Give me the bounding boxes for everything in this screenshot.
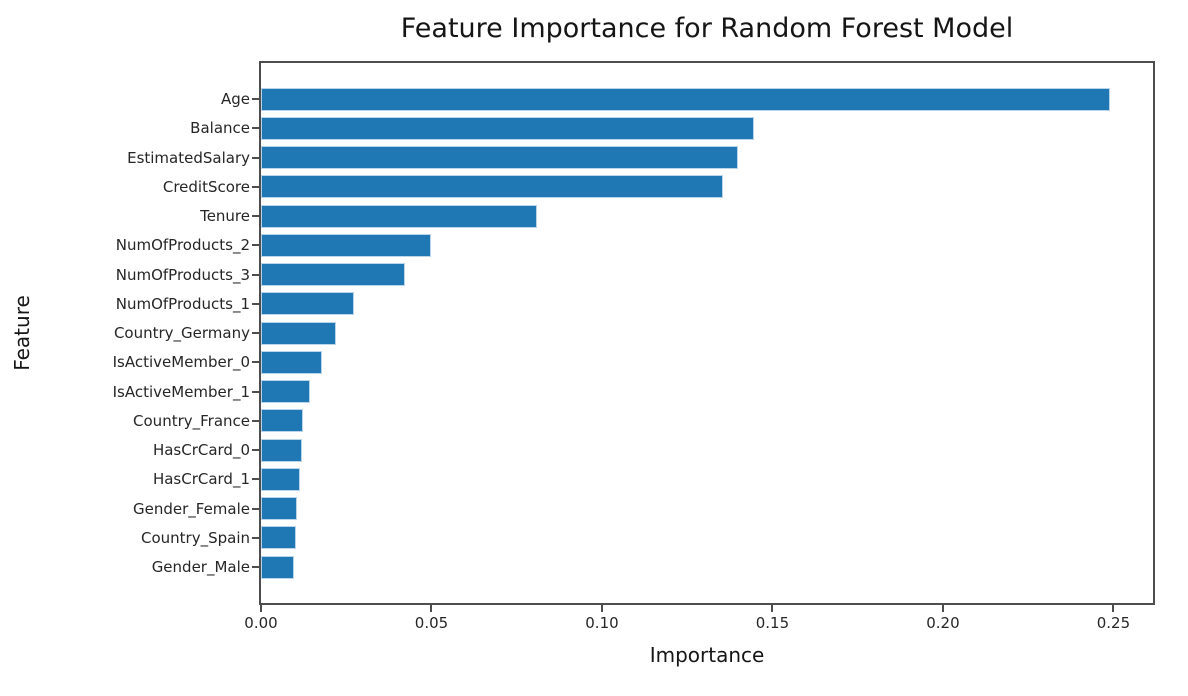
xtick-mark — [600, 605, 603, 612]
bar-NumOfProducts_1 — [261, 292, 355, 316]
bar-Country_Spain — [261, 526, 297, 550]
bar-IsActiveMember_1 — [261, 380, 311, 403]
ytick-label-Tenure: Tenure — [200, 207, 250, 225]
ytick-mark — [252, 566, 259, 568]
xtick-mark — [260, 605, 262, 612]
bar-Balance — [261, 116, 754, 140]
bar-Tenure — [261, 204, 538, 228]
ytick-label-Country_France: Country_France — [133, 411, 250, 430]
ytick-label-IsActiveMember_0: IsActiveMember_0 — [112, 353, 250, 372]
bar-Country_Germany — [261, 321, 336, 345]
ytick-label-Gender_Female: Gender_Female — [132, 499, 250, 518]
ytick-label-Country_Spain: Country_Spain — [141, 528, 250, 547]
bars-layer — [261, 63, 1153, 603]
ytick-mark — [252, 185, 259, 188]
ytick-mark — [252, 98, 259, 100]
ytick-mark — [252, 390, 259, 393]
xtick-mark — [430, 605, 433, 612]
xtick-label-0.20: 0.20 — [926, 614, 960, 632]
ytick-label-NumOfProducts_3: NumOfProducts_3 — [115, 265, 250, 284]
ytick-mark — [252, 536, 259, 539]
chart-title: Feature Importance for Random Forest Mod… — [400, 13, 1014, 44]
xtick-label-0.10: 0.10 — [585, 614, 619, 632]
bar-HasCrCard_1 — [261, 467, 300, 491]
ytick-mark — [252, 302, 259, 305]
xtick-label-0.15: 0.15 — [755, 614, 790, 632]
ytick-mark — [252, 419, 259, 422]
xtick-mark — [1112, 605, 1115, 612]
xtick-mark — [771, 605, 774, 612]
ytick-label-CreditScore: CreditScore — [162, 177, 250, 196]
ytick-label-NumOfProducts_2: NumOfProducts_2 — [115, 236, 250, 255]
x-axis-label: Importance — [649, 643, 765, 667]
ytick-label-HasCrCard_1: HasCrCard_1 — [152, 470, 250, 489]
ytick-label-HasCrCard_0: HasCrCard_0 — [152, 441, 250, 459]
ytick-mark — [252, 244, 259, 247]
bar-Gender_Female — [261, 497, 298, 520]
bar-Gender_Male — [261, 555, 295, 579]
xtick-label-0.05: 0.05 — [414, 614, 449, 632]
bar-CreditScore — [261, 175, 724, 199]
bar-IsActiveMember_0 — [261, 350, 322, 374]
ytick-mark — [252, 273, 259, 276]
bar-HasCrCard_0 — [261, 438, 302, 462]
ytick-mark — [252, 449, 259, 451]
xtick-label-0.00: 0.00 — [244, 614, 278, 632]
bar-Age — [261, 87, 1111, 111]
bar-EstimatedSalary — [261, 146, 739, 169]
ytick-mark — [252, 507, 259, 510]
xtick-label-0.25: 0.25 — [1096, 614, 1131, 632]
bar-NumOfProducts_2 — [261, 233, 432, 257]
ytick-label-NumOfProducts_1: NumOfProducts_1 — [115, 294, 250, 313]
ytick-mark — [252, 361, 259, 364]
bar-NumOfProducts_3 — [261, 263, 405, 286]
ytick-mark — [252, 332, 259, 334]
ytick-label-IsActiveMember_1: IsActiveMember_1 — [112, 382, 250, 401]
ytick-label-EstimatedSalary: EstimatedSalary — [127, 148, 250, 167]
xtick-mark — [941, 605, 944, 612]
bar-Country_France — [261, 409, 303, 433]
ytick-label-Country_Germany: Country_Germany — [113, 324, 250, 342]
ytick-label-Gender_Male: Gender_Male — [151, 558, 250, 576]
ytick-mark — [252, 215, 259, 217]
ytick-label-Balance: Balance — [190, 119, 250, 138]
ytick-mark — [252, 156, 259, 159]
ytick-label-Age: Age — [220, 90, 250, 108]
ytick-mark — [252, 127, 259, 130]
ytick-mark — [252, 478, 259, 481]
